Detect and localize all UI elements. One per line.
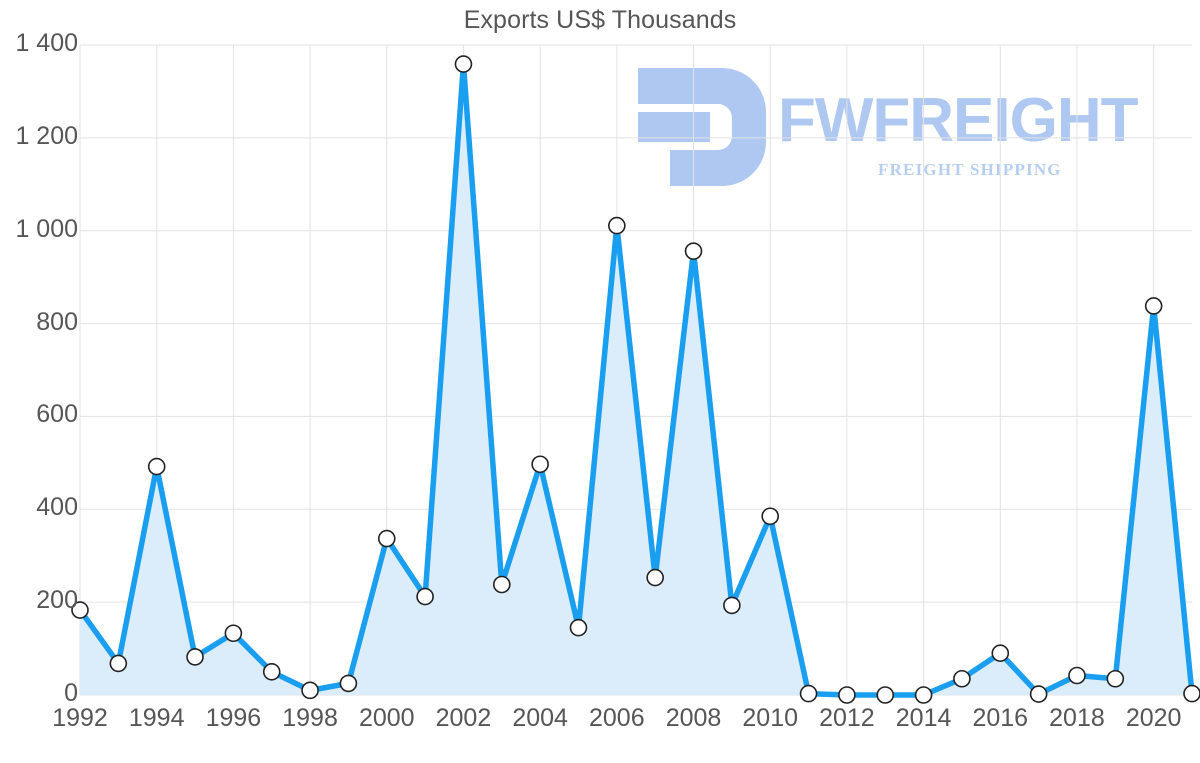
x-tick-label: 2018 bbox=[1049, 704, 1105, 732]
data-point bbox=[991, 644, 1010, 663]
data-point bbox=[723, 596, 741, 615]
area-fill bbox=[80, 64, 1192, 696]
data-point bbox=[301, 681, 319, 700]
x-tick-label: 2014 bbox=[895, 704, 952, 732]
x-tick-label: 2006 bbox=[589, 704, 645, 732]
data-point bbox=[953, 669, 971, 688]
data-point bbox=[416, 587, 434, 606]
data-point bbox=[531, 455, 549, 474]
data-point bbox=[492, 575, 511, 594]
data-point bbox=[761, 507, 780, 526]
data-point bbox=[1068, 666, 1086, 685]
x-tick-label: 2004 bbox=[512, 704, 568, 732]
x-tick-label: 1996 bbox=[205, 704, 262, 732]
data-point bbox=[1029, 685, 1048, 703]
data-point bbox=[262, 662, 281, 681]
y-tick-label: 200 bbox=[36, 586, 78, 615]
x-tick-label: 2002 bbox=[435, 704, 492, 732]
data-markers bbox=[71, 55, 1200, 704]
x-tick-label: 2012 bbox=[819, 704, 875, 732]
data-point bbox=[876, 686, 895, 704]
data-point bbox=[684, 242, 703, 260]
data-point bbox=[1144, 297, 1163, 315]
data-point bbox=[569, 618, 588, 637]
y-tick-label: 1 000 bbox=[15, 214, 78, 243]
y-tick-label: 600 bbox=[36, 400, 78, 429]
data-line bbox=[77, 61, 1195, 698]
data-point bbox=[71, 601, 89, 619]
x-tick-label: 2020 bbox=[1125, 704, 1182, 732]
data-point bbox=[608, 216, 626, 235]
data-point bbox=[109, 654, 128, 673]
data-point bbox=[646, 568, 664, 587]
data-point bbox=[454, 55, 473, 73]
data-point bbox=[799, 684, 818, 703]
data-point bbox=[339, 674, 358, 693]
data-point bbox=[1106, 669, 1125, 688]
x-tick-label: 2000 bbox=[358, 704, 415, 732]
x-tick-label: 2010 bbox=[742, 704, 799, 732]
data-point bbox=[1183, 684, 1200, 703]
x-tick-label: 2016 bbox=[972, 704, 1029, 732]
y-tick-label: 1 400 bbox=[15, 29, 78, 57]
data-point bbox=[377, 529, 396, 548]
x-tick-label: 1992 bbox=[52, 704, 108, 732]
x-tick-label: 2008 bbox=[665, 704, 722, 732]
y-tick-label: 800 bbox=[36, 307, 78, 336]
x-tick-label: 1994 bbox=[128, 704, 185, 732]
chart-title: Exports US$ Thousands bbox=[463, 6, 737, 34]
data-point bbox=[147, 457, 166, 476]
x-tick-label: 1998 bbox=[282, 704, 338, 732]
data-point bbox=[914, 686, 933, 704]
data-point bbox=[838, 686, 856, 704]
data-point bbox=[224, 624, 243, 643]
y-tick-label: 400 bbox=[36, 493, 78, 522]
y-tick-label: 1 200 bbox=[15, 121, 78, 150]
y-tick-label: 0 bbox=[64, 679, 78, 707]
data-point bbox=[186, 648, 204, 666]
